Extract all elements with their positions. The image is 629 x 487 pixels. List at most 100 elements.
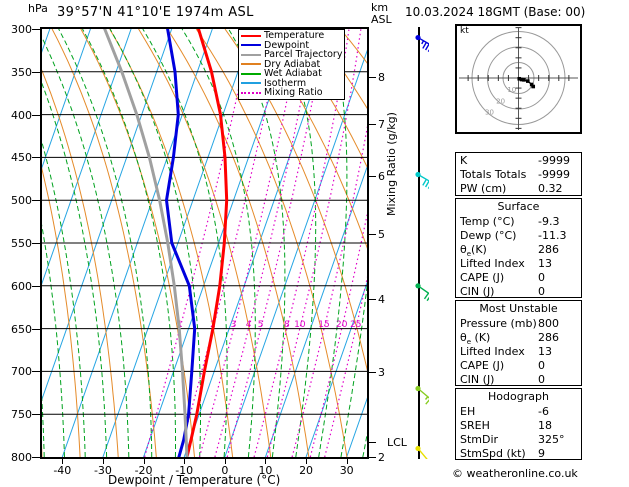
pressure-tick	[32, 328, 40, 330]
pressure-tick	[32, 71, 40, 73]
pressure-tick	[32, 243, 40, 244]
pressure-tick-label: 550	[11, 237, 32, 250]
sounding-curves	[103, 29, 229, 457]
legend-swatch	[241, 34, 261, 37]
index-key: PW (cm)	[460, 182, 507, 195]
temperature-tick	[102, 459, 104, 464]
index-row: CAPE (J) 0	[456, 358, 581, 372]
pressure-tick	[32, 114, 40, 116]
index-key: Lifted Index	[460, 257, 525, 270]
index-row: Totals Totals -9999	[456, 167, 581, 181]
index-value: 13	[538, 345, 552, 358]
index-key: Temp (°C)	[460, 215, 515, 228]
legend-item: Mixing Ratio	[240, 88, 342, 98]
temperature-tick	[346, 459, 348, 464]
hodograph-stats-panel: Hodograph EH -6 SREH 18 StmDir 325° StmSpd (kt)…	[455, 388, 582, 460]
index-row: EH -6	[456, 404, 581, 418]
wind-barbs	[415, 34, 429, 459]
height-tick	[369, 176, 376, 178]
height-tick-label: 5	[378, 228, 385, 242]
pressure-tick-label: 350	[11, 65, 32, 79]
datetime-label: 10.03.2024 18GMT (Base: 00)	[405, 5, 586, 19]
pressure-tick-label: 500	[11, 194, 32, 208]
legend-swatch	[241, 82, 261, 85]
height-unit-label-asl: ASL	[371, 13, 392, 26]
svg-text:4: 4	[246, 320, 252, 330]
pressure-tick	[32, 157, 40, 159]
pressure-tick-label: 700	[11, 365, 32, 379]
legend-label: Dewpoint	[264, 39, 310, 51]
legend-item: Parcel Trajectory	[240, 50, 342, 60]
pressure-tick-label: 600	[11, 279, 32, 293]
skewt-chart-svg: 1 2 3 4 5 8 10 15 20 25	[42, 29, 367, 457]
index-value: 0.32	[538, 182, 563, 195]
index-value: 0	[538, 285, 545, 298]
index-row: StmDir 325°	[456, 432, 581, 446]
height-tick-label: 2	[378, 451, 385, 464]
index-value: 325°	[538, 433, 565, 446]
hodograph-ring-label: 30	[485, 108, 494, 116]
legend-label: Dry Adiabat	[264, 58, 321, 70]
index-value: -9999	[538, 154, 570, 167]
legend-label: Parcel Trajectory	[264, 49, 343, 60]
general-indices-panel: K -9999 Totals Totals -9999 PW (cm) 0.32	[455, 152, 582, 196]
index-value: 800	[538, 317, 559, 330]
index-value: 0	[538, 359, 545, 372]
temperature-tick-label: 0	[221, 464, 229, 477]
pressure-tick-label: 400	[11, 108, 32, 122]
temperature-tick-label: 30	[339, 464, 354, 477]
pressure-tick-label: 750	[11, 408, 32, 422]
index-key: StmSpd (kt)	[460, 447, 526, 460]
temperature-tick	[224, 459, 226, 464]
svg-text:10: 10	[294, 320, 306, 330]
index-key: CAPE (J)	[460, 359, 505, 372]
pressure-tick	[32, 285, 40, 287]
lcl-label: LCL	[387, 435, 407, 449]
svg-text:25: 25	[350, 320, 361, 330]
index-value: 13	[538, 257, 552, 270]
legend-label: Isotherm	[264, 77, 307, 89]
pressure-tick-label: 800	[11, 451, 32, 464]
height-tick	[369, 372, 376, 374]
most-unstable-panel: Most Unstable Pressure (mb) 800 θe (K) 286 Li…	[455, 300, 582, 386]
wind-barb	[415, 283, 429, 302]
lcl-tick	[369, 441, 376, 443]
index-value: -6	[538, 405, 549, 418]
legend: Temperature Dewpoint Parcel Trajectory Dry …	[238, 29, 346, 100]
index-value: -11.3	[538, 229, 567, 242]
panel-heading: Hodograph	[488, 390, 549, 403]
temperature-tick	[306, 459, 308, 464]
index-key: Lifted Index	[460, 345, 525, 358]
temperature-tick	[62, 459, 64, 464]
legend-item: Temperature	[240, 31, 342, 41]
pressure-unit-label: hPa	[28, 2, 48, 15]
legend-swatch	[241, 44, 261, 47]
index-row: θe (K) 286	[456, 330, 581, 346]
index-value: 0	[538, 373, 545, 386]
index-key: EH	[460, 405, 476, 418]
index-row: PW (cm) 0.32	[456, 181, 581, 195]
index-row: Dewp (°C) -11.3	[456, 228, 581, 242]
legend-item: Dry Adiabat	[240, 58, 342, 70]
wind-barb	[415, 385, 429, 405]
pressure-tick-label: 300	[11, 23, 32, 36]
temperature-tick-label: -30	[93, 464, 112, 477]
index-row: CIN (J) 0	[456, 284, 581, 298]
temperature-tick-label: -40	[53, 464, 72, 477]
temperature-tick	[143, 459, 145, 464]
index-value: 9	[538, 447, 545, 460]
index-key: CAPE (J)	[460, 271, 505, 284]
legend-swatch	[241, 72, 261, 75]
index-row: StmSpd (kt) 9	[456, 446, 581, 460]
temperature-tick-label: -10	[175, 464, 194, 477]
wind-barb	[415, 34, 429, 52]
index-key: StmDir	[460, 433, 499, 446]
x-axis-title: Dewpoint / Temperature (°C)	[108, 473, 281, 487]
index-key: θe(K)	[460, 243, 487, 259]
height-tick	[369, 124, 376, 126]
index-row: K -9999	[456, 153, 581, 167]
index-key: Pressure (mb)	[460, 317, 537, 330]
temperature-tick	[184, 459, 186, 464]
height-tick-label: 7	[378, 118, 385, 132]
